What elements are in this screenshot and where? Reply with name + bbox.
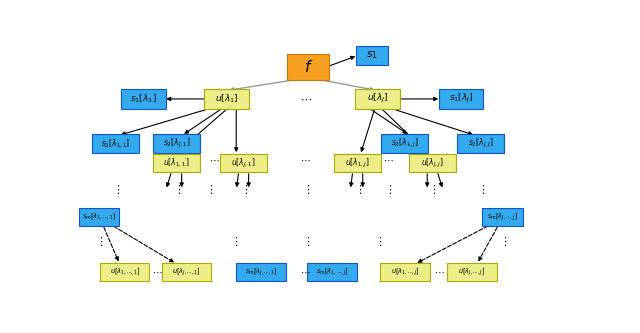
FancyBboxPatch shape xyxy=(447,263,497,281)
Text: $\vdots$: $\vdots$ xyxy=(173,183,180,196)
FancyBboxPatch shape xyxy=(355,89,400,109)
Text: $\vdots$: $\vdots$ xyxy=(428,183,436,196)
Text: $u[\lambda_1]$: $u[\lambda_1]$ xyxy=(214,93,238,105)
Text: $f$: $f$ xyxy=(303,59,313,75)
FancyBboxPatch shape xyxy=(100,263,150,281)
FancyBboxPatch shape xyxy=(457,134,504,153)
Text: $u[\lambda_{1,1}]$: $u[\lambda_{1,1}]$ xyxy=(163,157,190,169)
FancyBboxPatch shape xyxy=(408,154,456,172)
Text: $\cdots$: $\cdots$ xyxy=(152,267,162,277)
Text: $\cdots$: $\cdots$ xyxy=(383,155,394,165)
Text: $u[\lambda_J]$: $u[\lambda_J]$ xyxy=(367,92,388,106)
FancyBboxPatch shape xyxy=(92,134,140,153)
Text: $u[\lambda_{J,\cdots,1}]$: $u[\lambda_{J,\cdots,1}]$ xyxy=(172,266,201,278)
Text: $u[\lambda_{J,1}]$: $u[\lambda_{J,1}]$ xyxy=(232,157,256,169)
FancyBboxPatch shape xyxy=(153,154,200,172)
Text: $\vdots$: $\vdots$ xyxy=(354,183,362,196)
Text: $\vdots$: $\vdots$ xyxy=(111,183,120,196)
Text: $\cdots$: $\cdots$ xyxy=(209,155,220,165)
Text: $s_2[\lambda_{J,1}]$: $s_2[\lambda_{J,1}]$ xyxy=(163,137,191,150)
FancyBboxPatch shape xyxy=(220,154,268,172)
Text: $\vdots$: $\vdots$ xyxy=(477,183,485,196)
Text: $u[\lambda_{1,\cdots,1}]$: $u[\lambda_{1,\cdots,1}]$ xyxy=(109,267,140,277)
Text: $s_1[\lambda_1]$: $s_1[\lambda_1]$ xyxy=(130,93,157,105)
FancyBboxPatch shape xyxy=(483,208,523,226)
Text: $\vdots$: $\vdots$ xyxy=(499,235,507,248)
FancyBboxPatch shape xyxy=(307,263,356,281)
FancyBboxPatch shape xyxy=(162,263,211,281)
Text: $s_1$: $s_1$ xyxy=(365,49,378,61)
Text: $s_2[\lambda_{1,1}]$: $s_2[\lambda_{1,1}]$ xyxy=(101,138,131,150)
Text: $\cdots$: $\cdots$ xyxy=(300,94,312,104)
FancyBboxPatch shape xyxy=(380,263,429,281)
FancyBboxPatch shape xyxy=(438,89,483,109)
FancyBboxPatch shape xyxy=(121,89,166,109)
Text: $\vdots$: $\vdots$ xyxy=(95,235,103,248)
FancyBboxPatch shape xyxy=(153,134,200,153)
FancyBboxPatch shape xyxy=(236,263,286,281)
FancyBboxPatch shape xyxy=(334,154,381,172)
Text: $s_m[\lambda_{1,\cdots,1}]$: $s_m[\lambda_{1,\cdots,1}]$ xyxy=(82,212,116,222)
Text: $s_m[\lambda_{1,\cdots,J}]$: $s_m[\lambda_{1,\cdots,J}]$ xyxy=(316,266,348,278)
Text: $\cdots$: $\cdots$ xyxy=(300,155,311,165)
Text: $s_2[\lambda_{J,J}]$: $s_2[\lambda_{J,J}]$ xyxy=(468,137,493,150)
Text: $s_1[\lambda_J]$: $s_1[\lambda_J]$ xyxy=(449,92,473,106)
Text: $s_2[\lambda_{1,J}]$: $s_2[\lambda_{1,J}]$ xyxy=(391,137,419,150)
Text: $\vdots$: $\vdots$ xyxy=(301,235,310,248)
FancyBboxPatch shape xyxy=(356,46,388,65)
FancyBboxPatch shape xyxy=(287,54,329,80)
Text: $u[\lambda_{J,J}]$: $u[\lambda_{J,J}]$ xyxy=(420,157,444,169)
Text: $\vdots$: $\vdots$ xyxy=(385,183,392,196)
FancyBboxPatch shape xyxy=(79,208,119,226)
Text: $\cdots$: $\cdots$ xyxy=(435,267,445,277)
Text: $\cdots$: $\cdots$ xyxy=(300,267,311,277)
Text: $\vdots$: $\vdots$ xyxy=(205,183,213,196)
Text: $s_m[\lambda_{J,\cdots,J}]$: $s_m[\lambda_{J,\cdots,J}]$ xyxy=(487,211,518,222)
Text: $\vdots$: $\vdots$ xyxy=(301,183,310,196)
FancyBboxPatch shape xyxy=(381,134,428,153)
FancyBboxPatch shape xyxy=(204,89,248,109)
Text: $\vdots$: $\vdots$ xyxy=(374,235,381,248)
Text: $u[\lambda_{1,\cdots,J}]$: $u[\lambda_{1,\cdots,J}]$ xyxy=(390,266,419,278)
Text: $u[\lambda_{1,J}]$: $u[\lambda_{1,J}]$ xyxy=(346,157,370,169)
Text: $s_m[\lambda_{J,\cdots,1}]$: $s_m[\lambda_{J,\cdots,1}]$ xyxy=(244,266,277,278)
Text: $\vdots$: $\vdots$ xyxy=(239,183,248,196)
Text: $\vdots$: $\vdots$ xyxy=(230,235,238,248)
Text: $u[\lambda_{J,\cdots,J}]$: $u[\lambda_{J,\cdots,J}]$ xyxy=(458,266,485,278)
